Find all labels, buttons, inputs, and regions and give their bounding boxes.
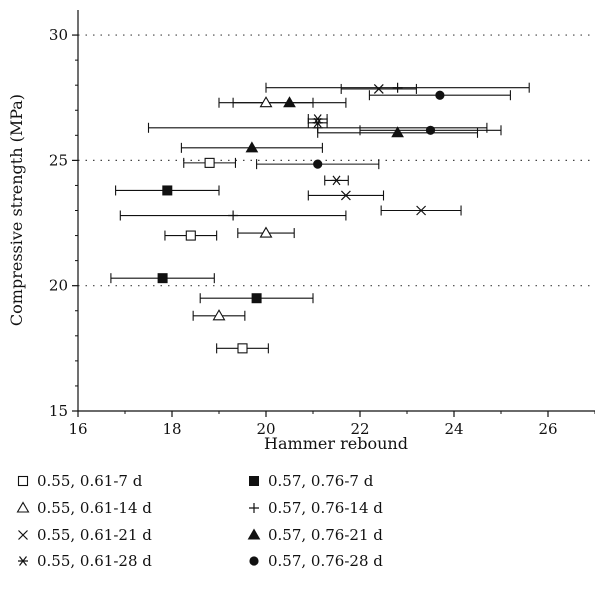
data-point	[312, 117, 323, 128]
y-tick-label: 15	[49, 402, 68, 420]
data-point	[283, 96, 296, 108]
legend-marker	[249, 556, 259, 566]
legend-label: 0.55, 0.61-7 d	[37, 472, 143, 490]
data-point	[157, 273, 168, 284]
grid	[78, 34, 595, 287]
legend-label: 0.57, 0.76-21 d	[268, 526, 383, 544]
legend-item: 0.57, 0.76-7 d	[249, 472, 374, 490]
legend-label: 0.55, 0.61-14 d	[37, 499, 152, 517]
legend-item: 0.55, 0.61-21 d	[18, 526, 152, 544]
ticks: 15 20 25 30 16 18 20 22 24 26	[49, 26, 595, 438]
x-tick-label: 24	[444, 420, 463, 438]
legend-label: 0.57, 0.76-14 d	[268, 499, 383, 517]
data-point	[259, 96, 273, 108]
data-point	[212, 309, 226, 321]
legend-marker	[16, 501, 30, 513]
data-point	[245, 141, 259, 153]
legend-item: 0.57, 0.76-21 d	[247, 526, 383, 544]
legend: 0.55, 0.61-7 d 0.55, 0.61-14 d 0.55, 0.61-…	[16, 472, 383, 570]
data-point	[204, 157, 215, 168]
legend-marker	[18, 530, 28, 540]
data-point	[331, 175, 342, 186]
legend-item: 0.57, 0.76-14 d	[249, 499, 383, 517]
data-point	[313, 159, 323, 169]
legend-marker	[17, 475, 29, 487]
data-point	[425, 125, 436, 135]
legend-item: 0.55, 0.61-7 d	[17, 472, 143, 490]
data-point	[251, 293, 262, 304]
legend-label: 0.57, 0.76-28 d	[268, 552, 383, 570]
x-tick-label: 20	[256, 420, 275, 438]
y-axis-label: Compressive strength (MPa)	[7, 94, 26, 326]
y-tick-label: 25	[49, 151, 68, 169]
legend-item: 0.55, 0.61-28 d	[18, 552, 152, 570]
data-point	[237, 343, 248, 354]
legend-marker	[18, 556, 28, 566]
data-point	[162, 185, 173, 196]
data-point	[259, 226, 273, 238]
y-tick-label: 30	[49, 26, 68, 44]
legend-label: 0.55, 0.61-21 d	[37, 526, 152, 544]
y-tick-label: 20	[49, 277, 68, 295]
data-point	[373, 84, 384, 94]
data-point	[391, 126, 404, 138]
legend-label: 0.57, 0.76-7 d	[268, 472, 374, 490]
data-point	[340, 190, 351, 201]
legend-label: 0.55, 0.61-28 d	[37, 552, 152, 570]
data-point	[435, 90, 445, 100]
legend-item: 0.57, 0.76-28 d	[249, 552, 383, 570]
axes	[77, 10, 595, 412]
x-tick-label: 26	[538, 420, 557, 438]
data-point	[416, 205, 427, 216]
markers	[157, 82, 445, 354]
data-point	[392, 82, 403, 93]
legend-marker	[249, 503, 259, 513]
x-tick-label: 22	[350, 420, 369, 438]
data-point	[228, 210, 239, 221]
data-point	[312, 122, 323, 133]
x-tick-label: 18	[162, 420, 181, 438]
data-point	[185, 230, 196, 241]
x-tick-label: 16	[68, 420, 87, 438]
legend-marker	[247, 528, 261, 540]
x-axis-label: Hammer rebound	[264, 434, 408, 453]
legend-marker	[249, 476, 259, 486]
legend-item: 0.55, 0.61-14 d	[16, 499, 152, 517]
